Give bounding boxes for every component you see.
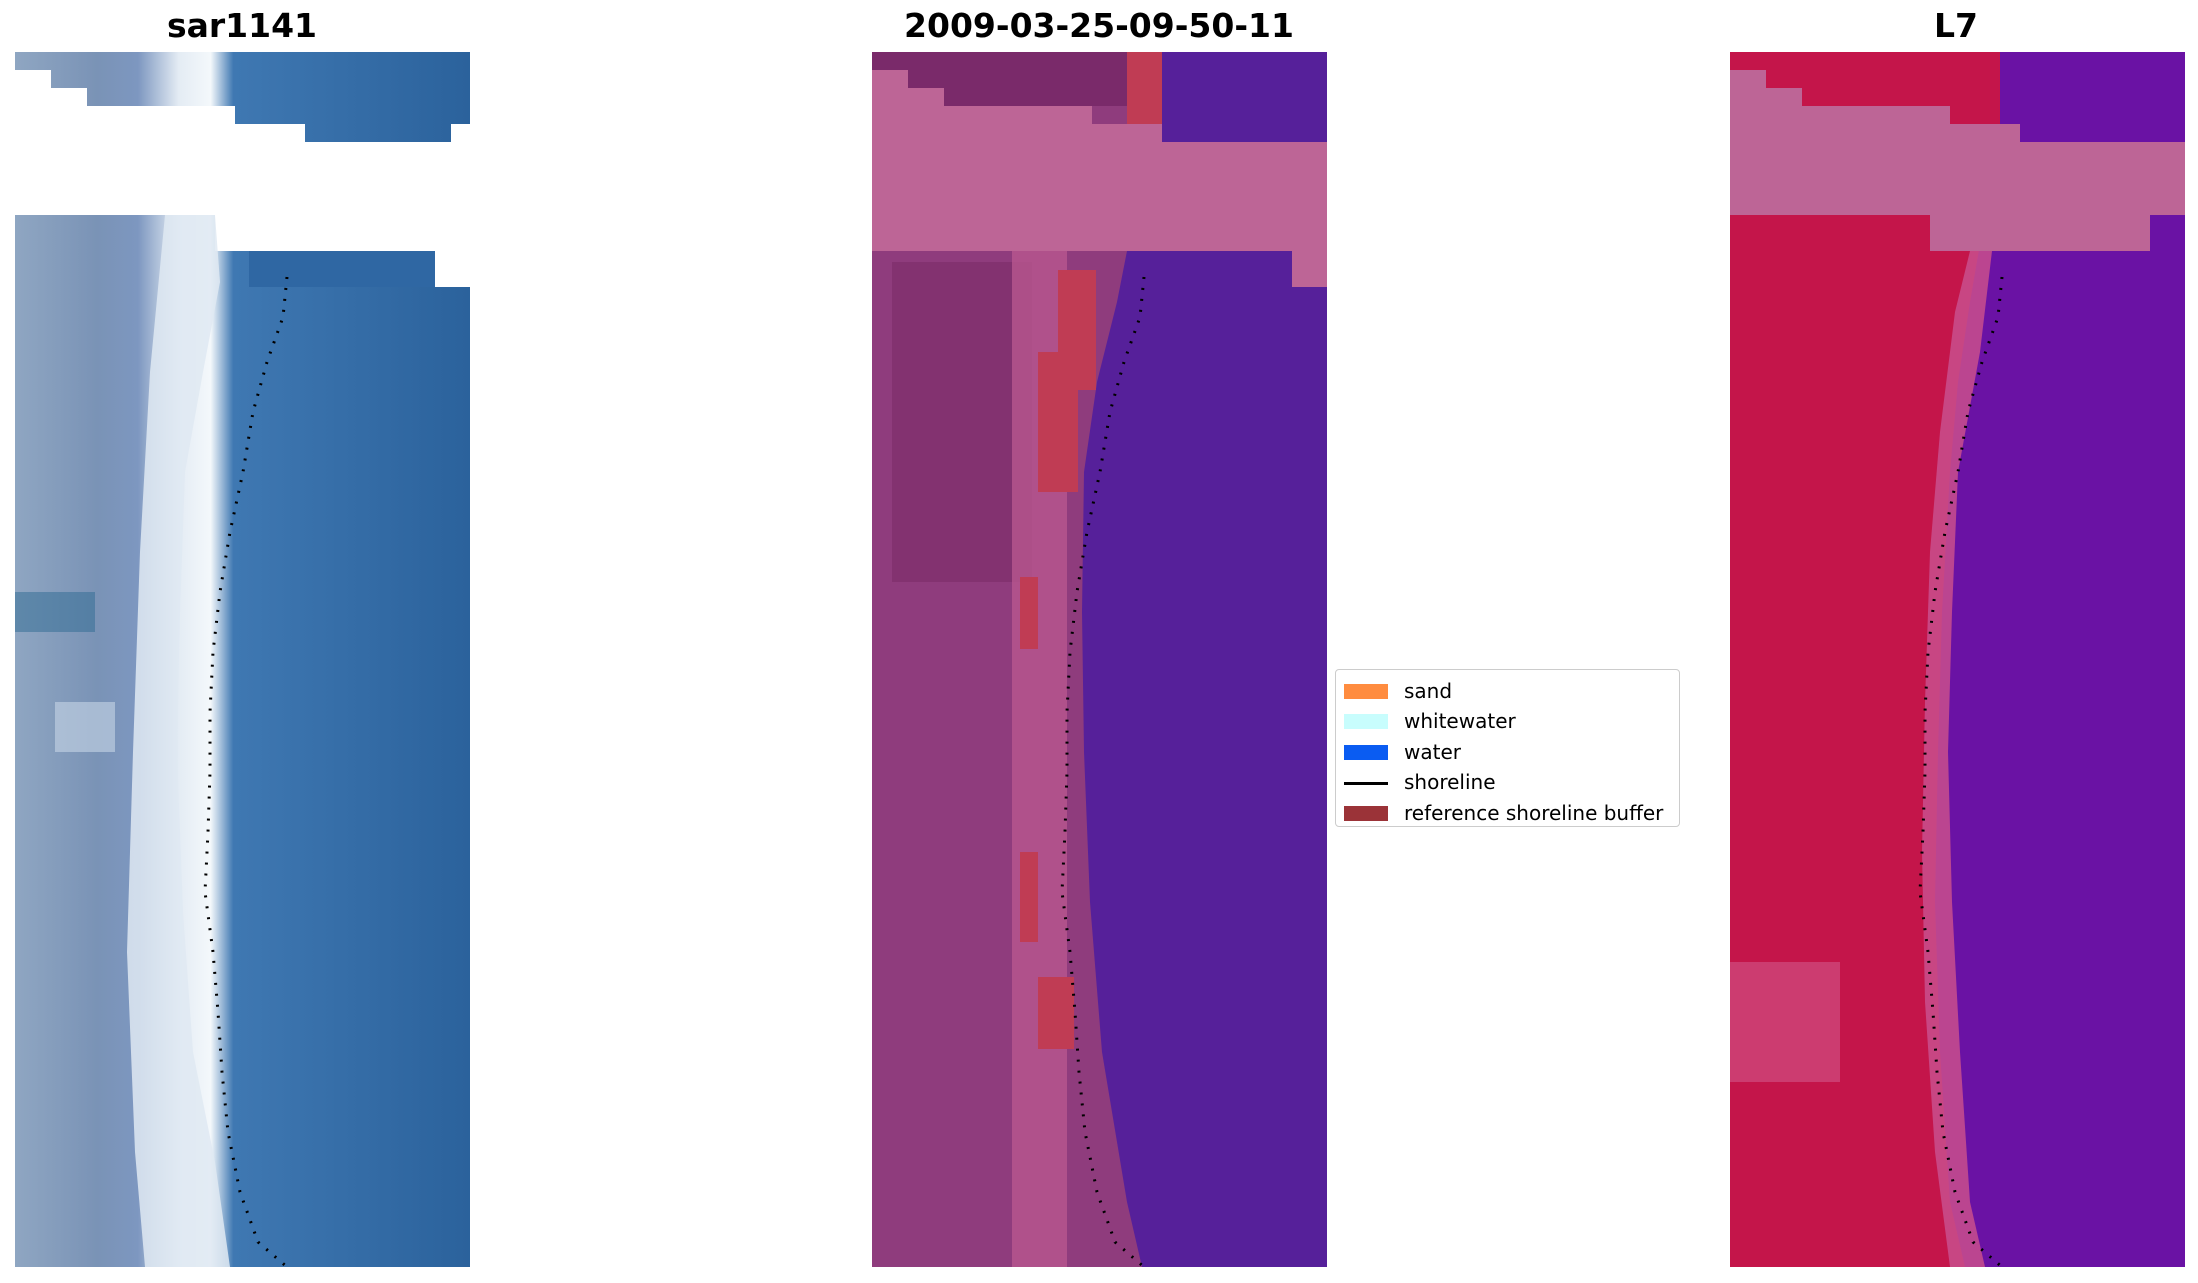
legend-line-shoreline: [1344, 782, 1388, 786]
legend-item-shoreline: shoreline: [1336, 767, 1679, 797]
legend-label-reference-buffer: reference shoreline buffer: [1404, 800, 1664, 825]
class-buffer-4: [1020, 852, 1038, 942]
rgb-image-panel: [15, 52, 470, 1267]
rgb-nodata-notch2: [435, 251, 470, 287]
legend-swatch-water: [1344, 744, 1388, 760]
legend-swatch-sand: [1344, 684, 1388, 699]
rgb-land-texture: [15, 592, 95, 632]
nir-nodata-fill: [1730, 142, 2185, 215]
legend-label-shoreline: shoreline: [1404, 770, 1496, 795]
legend-label-sand: sand: [1404, 679, 1453, 703]
class-buffer-2: [1038, 352, 1078, 492]
panel-title-right: L7: [1934, 6, 1978, 45]
legend: sand whitewater water shoreline referenc…: [1335, 669, 1680, 827]
class-buffer-5: [1038, 977, 1074, 1049]
class-water-area: [1082, 251, 1327, 1267]
class-nodata-fill: [872, 142, 1327, 215]
rgb-top-nodata-corner: [451, 124, 470, 142]
legend-label-whitewater: whitewater: [1404, 709, 1516, 734]
legend-item-water: water: [1336, 737, 1679, 767]
class-buffer-3: [1020, 577, 1038, 649]
rgb-surf-band: [127, 215, 230, 1267]
class-land-dark: [892, 262, 1032, 582]
rgb-water-patch: [249, 251, 435, 287]
legend-item-sand: sand: [1336, 676, 1679, 706]
rgb-nodata-notch: [215, 215, 470, 251]
panel-title-left: sar1141: [166, 6, 318, 45]
l7-composite-panel: [1730, 52, 2185, 1267]
rgb-top-nodata: [15, 70, 305, 142]
legend-label-water: water: [1404, 739, 1461, 764]
class-top-buffer: [1127, 52, 1162, 124]
nir-surf-band: [1922, 251, 1992, 1267]
nir-land-patch: [1730, 962, 1840, 1082]
legend-item-reference-buffer: reference shoreline buffer: [1336, 798, 1679, 828]
legend-item-whitewater: whitewater: [1336, 706, 1679, 736]
legend-swatch-reference-buffer: [1344, 805, 1388, 821]
panel-title-middle: 2009-03-25-09-50-11: [904, 6, 1294, 45]
legend-swatch-whitewater: [1344, 714, 1388, 730]
rgb-land-texture2: [55, 702, 115, 752]
classification-panel: [872, 52, 1327, 1267]
